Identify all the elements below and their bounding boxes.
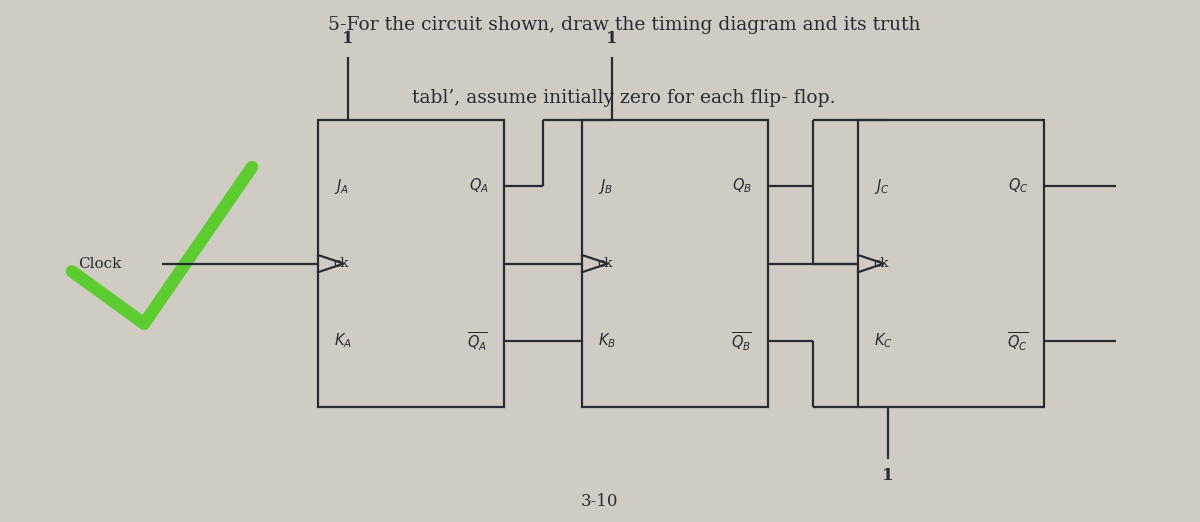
Text: ck: ck bbox=[334, 257, 349, 270]
Text: 5-For the circuit shown, draw the timing diagram and its truth: 5-For the circuit shown, draw the timing… bbox=[328, 16, 920, 33]
Text: $K_A$: $K_A$ bbox=[334, 332, 352, 350]
Text: $J_A$: $J_A$ bbox=[334, 176, 349, 196]
Text: ck: ck bbox=[874, 257, 889, 270]
Text: $\overline{Q_B}$: $\overline{Q_B}$ bbox=[732, 330, 752, 352]
Text: $J_B$: $J_B$ bbox=[598, 176, 613, 196]
Text: $\overline{Q_C}$: $\overline{Q_C}$ bbox=[1007, 330, 1028, 352]
Text: 1: 1 bbox=[882, 467, 894, 484]
Text: $K_C$: $K_C$ bbox=[874, 332, 893, 350]
Bar bbox=[858, 120, 1044, 407]
Text: $K_B$: $K_B$ bbox=[598, 332, 616, 350]
Text: ck: ck bbox=[598, 257, 613, 270]
Text: 3-10: 3-10 bbox=[581, 493, 619, 509]
Text: $Q_B$: $Q_B$ bbox=[732, 177, 752, 195]
Text: 1: 1 bbox=[606, 30, 618, 47]
Text: $J_C$: $J_C$ bbox=[874, 176, 889, 196]
Text: $Q_A$: $Q_A$ bbox=[468, 177, 488, 195]
Text: tabl’, assume initially zero for each flip- flop.: tabl’, assume initially zero for each fl… bbox=[413, 89, 835, 106]
Text: Clock: Clock bbox=[78, 257, 121, 270]
Text: $\overline{Q_A}$: $\overline{Q_A}$ bbox=[468, 330, 488, 352]
Text: 1: 1 bbox=[342, 30, 354, 47]
Bar bbox=[318, 120, 504, 407]
Bar bbox=[582, 120, 768, 407]
Text: $Q_C$: $Q_C$ bbox=[1008, 177, 1028, 195]
